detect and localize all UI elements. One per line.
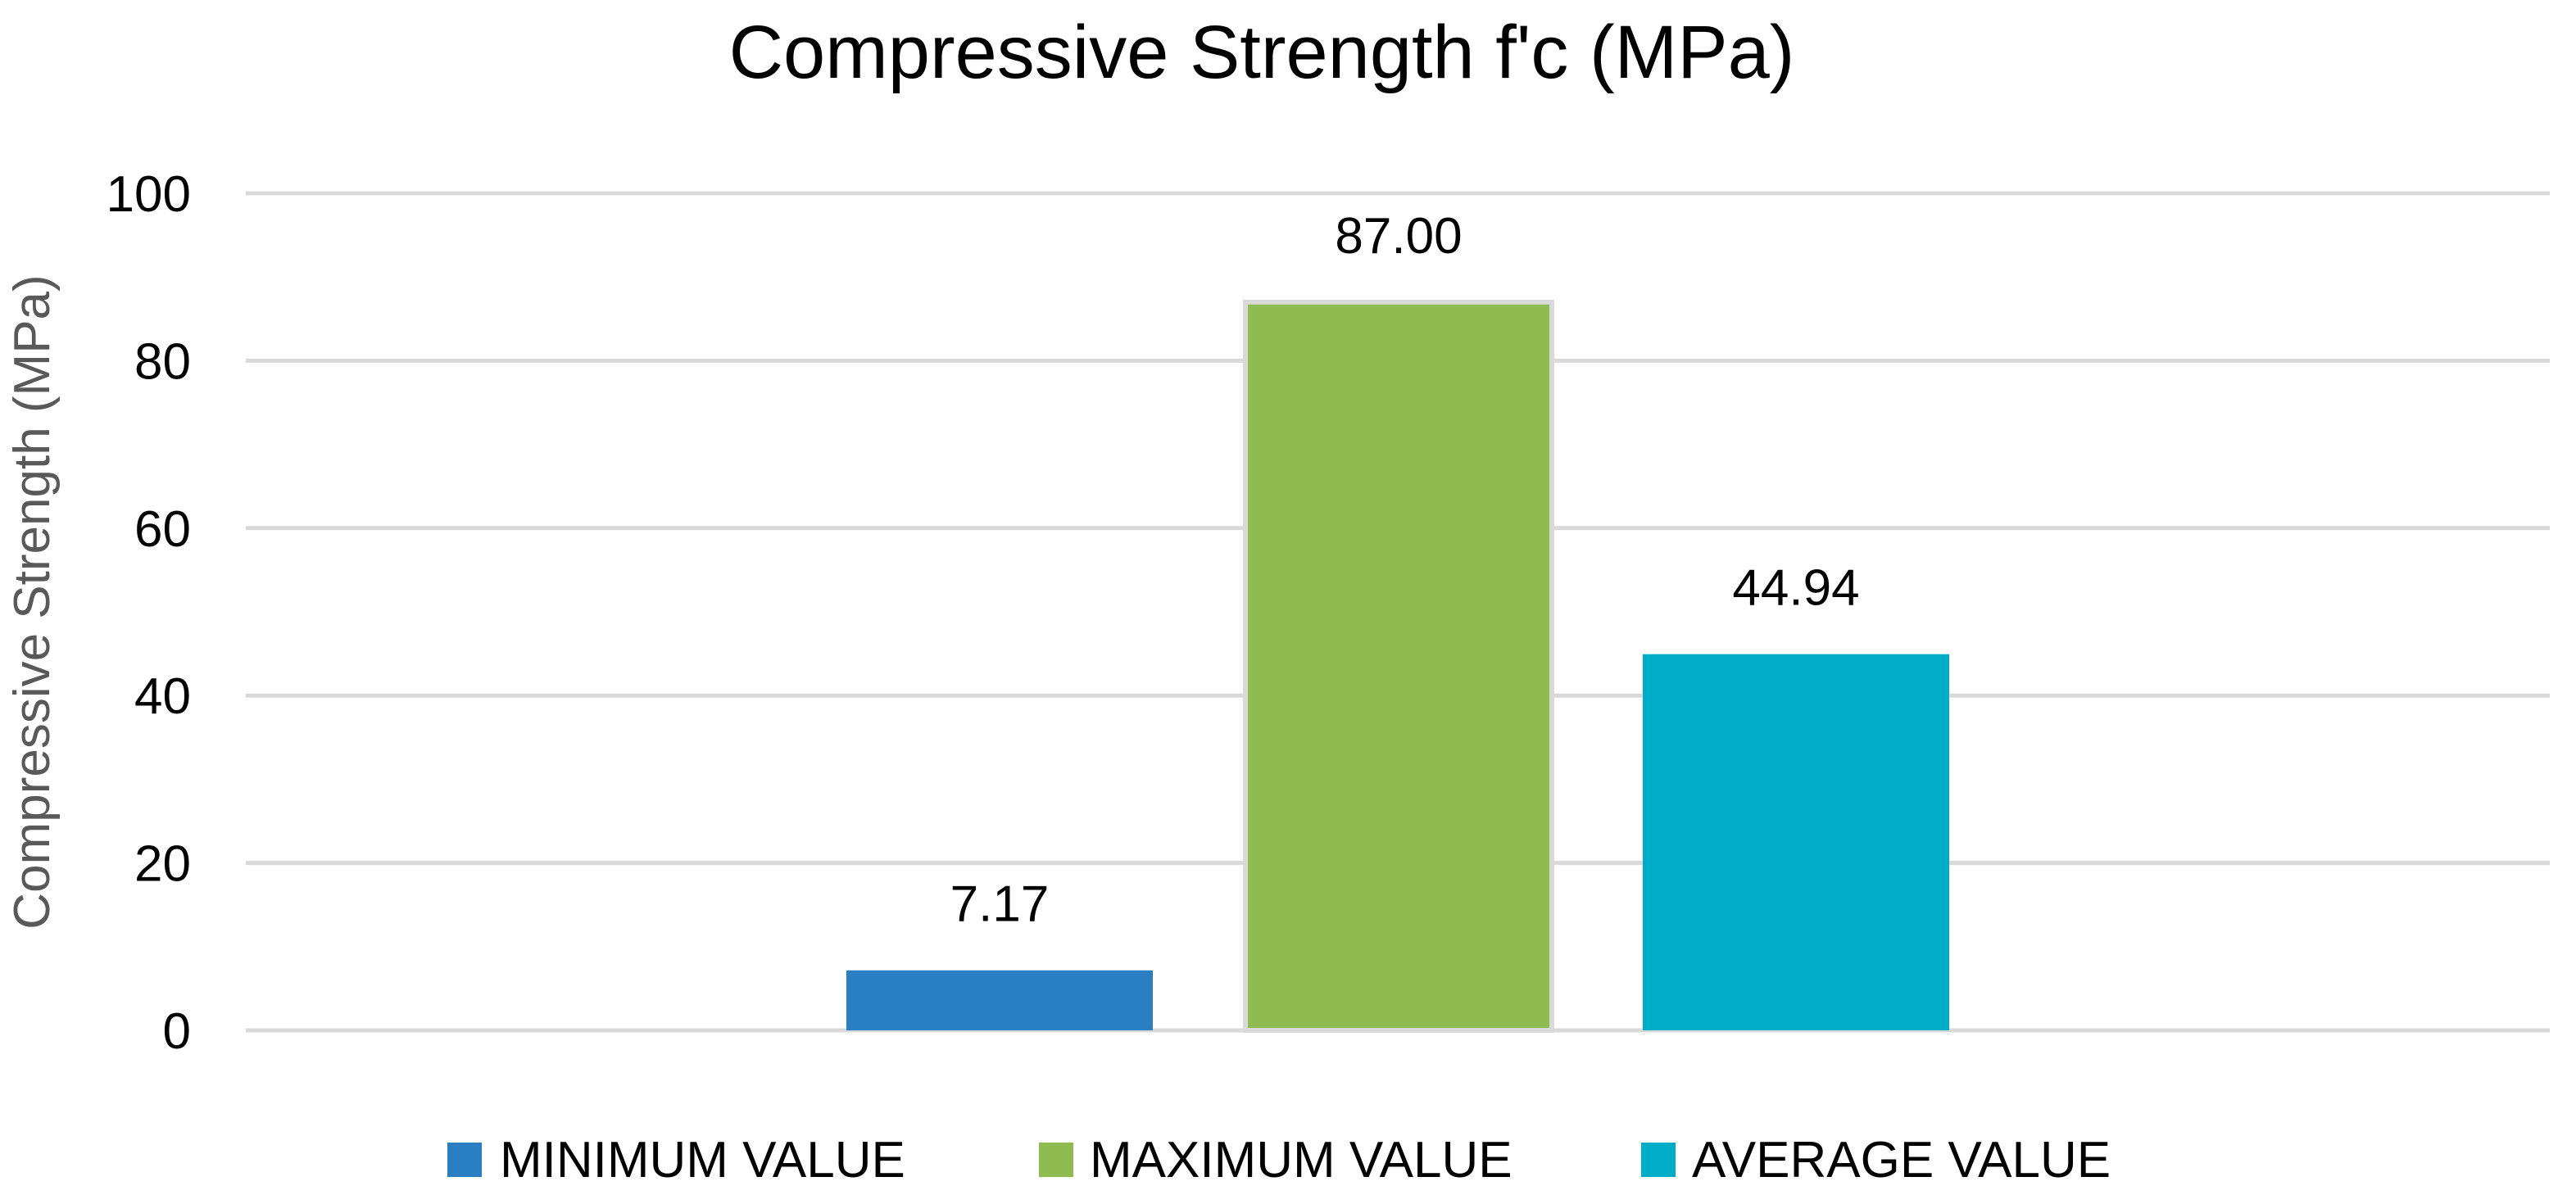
legend-label: AVERAGE VALUE: [1692, 1132, 2111, 1188]
y-tick-label: 100: [107, 166, 191, 223]
data-label: 44.94: [1732, 560, 1859, 617]
y-axis-label: Compressive Strength (MPa): [4, 274, 61, 929]
chart-title: Compressive Strength f'c (MPa): [729, 11, 1795, 94]
y-tick-label: 80: [134, 333, 191, 390]
legend-swatch: [1641, 1143, 1676, 1177]
bar-maximum-value: [1243, 299, 1554, 1033]
y-tick-labels: 0 20 40 60 80 100: [107, 166, 191, 1060]
legend-swatch: [447, 1143, 482, 1177]
data-label: 87.00: [1335, 208, 1462, 265]
y-tick-label: 0: [163, 1003, 191, 1060]
bar-average-value: [1643, 654, 1949, 1030]
y-tick-label: 20: [134, 836, 191, 893]
legend-label: MINIMUM VALUE: [500, 1132, 905, 1188]
bars: [846, 299, 1949, 1033]
legend-swatch: [1039, 1143, 1073, 1177]
data-labels: 7.17 87.00 44.94: [950, 208, 1860, 933]
legend-label: MAXIMUM VALUE: [1090, 1132, 1512, 1188]
data-label: 7.17: [950, 876, 1050, 933]
y-tick-label: 40: [134, 668, 191, 725]
legend: MINIMUM VALUE MAXIMUM VALUE AVERAGE VALUE: [447, 1132, 2111, 1188]
bar-minimum-value: [846, 970, 1153, 1030]
y-tick-label: 60: [134, 501, 191, 558]
